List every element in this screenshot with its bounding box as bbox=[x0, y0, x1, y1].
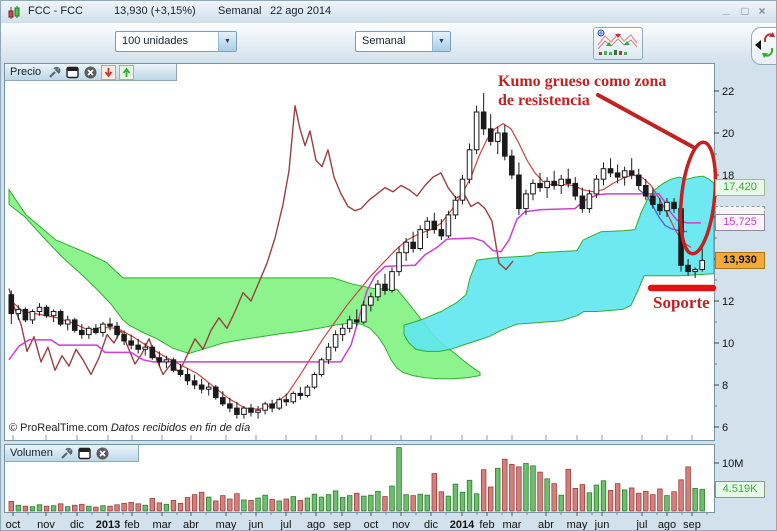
title-symbol: FCC - FCC bbox=[28, 5, 83, 17]
volume-panel-header[interactable]: Volumen bbox=[5, 445, 139, 462]
svg-text:12: 12 bbox=[722, 296, 734, 308]
svg-text:sep: sep bbox=[333, 519, 351, 531]
collapse-arrows-icon bbox=[755, 32, 775, 58]
svg-text:10: 10 bbox=[722, 338, 734, 350]
svg-text:20: 20 bbox=[722, 128, 734, 140]
price-panel-label: Precio bbox=[10, 66, 42, 78]
move-down-icon[interactable] bbox=[101, 64, 117, 80]
svg-text:oct: oct bbox=[6, 519, 21, 531]
close-button[interactable]: × bbox=[758, 4, 766, 18]
kumo-annotation-line1: Kumo grueso como zona bbox=[498, 73, 667, 90]
svg-text:2013: 2013 bbox=[96, 519, 120, 531]
svg-text:may: may bbox=[567, 519, 588, 531]
svg-text:dic: dic bbox=[70, 519, 85, 531]
svg-text:abr: abr bbox=[183, 519, 199, 531]
svg-text:nov: nov bbox=[37, 519, 55, 531]
svg-text:jun: jun bbox=[594, 519, 610, 531]
svg-text:ago: ago bbox=[307, 519, 325, 531]
svg-text:mar: mar bbox=[503, 519, 522, 531]
soporte-annotation: Soporte bbox=[653, 293, 710, 312]
copyright-line: © ProRealTime.com Datos recibidos en fin… bbox=[9, 422, 250, 434]
candlestick-logo-icon bbox=[7, 5, 22, 20]
title-quote: 13,930 (+3,15%) bbox=[114, 5, 196, 17]
maximize-button[interactable]: □ bbox=[741, 4, 749, 18]
svg-text:6: 6 bbox=[722, 422, 728, 434]
timeframe-dropdown-value: Semanal bbox=[362, 35, 406, 47]
wrench-icon[interactable] bbox=[47, 65, 62, 80]
move-up-icon[interactable] bbox=[119, 64, 135, 80]
svg-text:10M: 10M bbox=[722, 458, 743, 470]
svg-text:ago: ago bbox=[658, 519, 676, 531]
minimize-button[interactable]: _ bbox=[722, 2, 730, 16]
svg-text:22: 22 bbox=[722, 86, 734, 98]
close-panel-icon[interactable] bbox=[83, 65, 98, 80]
svg-text:mar: mar bbox=[153, 519, 172, 531]
svg-text:nov: nov bbox=[392, 519, 410, 531]
svg-text:dic: dic bbox=[424, 519, 439, 531]
wrench-icon[interactable] bbox=[59, 446, 74, 461]
title-period: Semanal bbox=[218, 5, 262, 17]
toolbar: 100 unidades ▼ Semanal ▼ bbox=[1, 23, 776, 65]
price-panel-header[interactable]: Precio bbox=[5, 64, 177, 81]
panel-toggle-button[interactable] bbox=[751, 27, 776, 65]
svg-text:jun: jun bbox=[248, 519, 264, 531]
last-price-tag: 13,930 bbox=[715, 252, 765, 269]
svg-text:8: 8 bbox=[722, 380, 728, 392]
close-panel-icon[interactable] bbox=[95, 446, 110, 461]
units-dropdown[interactable]: 100 unidades ▼ bbox=[115, 31, 237, 52]
window-icon[interactable] bbox=[65, 65, 80, 80]
kumo-annotation-line2: de resistencia bbox=[498, 92, 590, 109]
svg-text:feb: feb bbox=[479, 519, 494, 531]
chevron-down-icon[interactable]: ▼ bbox=[218, 32, 236, 51]
title-date: 22 ago 2014 bbox=[270, 5, 332, 17]
svg-text:jul: jul bbox=[635, 519, 647, 531]
title-bar[interactable]: FCC - FCC 13,930 (+3,15%) Semanal 22 ago… bbox=[1, 1, 776, 24]
svg-text:feb: feb bbox=[124, 519, 139, 531]
copyright-brand: © ProRealTime.com bbox=[9, 422, 108, 434]
svg-text:oct: oct bbox=[364, 519, 379, 531]
mini-chart-icon bbox=[597, 29, 638, 55]
svg-text:sep: sep bbox=[683, 519, 701, 531]
svg-text:may: may bbox=[216, 519, 237, 531]
senkou-price-tag: 17,420 bbox=[715, 179, 765, 196]
chevron-down-icon[interactable]: ▼ bbox=[432, 32, 450, 51]
kumo-annotation: Kumo grueso como zona de resistencia bbox=[498, 72, 666, 110]
svg-text:abr: abr bbox=[538, 519, 554, 531]
volume-panel-label: Volumen bbox=[10, 447, 53, 459]
svg-text:jul: jul bbox=[279, 519, 291, 531]
volume-tag: 4.519K bbox=[715, 481, 765, 498]
timeframe-dropdown[interactable]: Semanal ▼ bbox=[355, 31, 451, 52]
chart-style-button[interactable] bbox=[593, 27, 643, 60]
svg-text:2014: 2014 bbox=[450, 519, 475, 531]
units-dropdown-value: 100 unidades bbox=[122, 35, 189, 47]
window-icon[interactable] bbox=[77, 446, 92, 461]
data-note: Datos recibidos en fin de día bbox=[110, 422, 251, 434]
kijun-price-tag: 15,725 bbox=[715, 214, 765, 231]
